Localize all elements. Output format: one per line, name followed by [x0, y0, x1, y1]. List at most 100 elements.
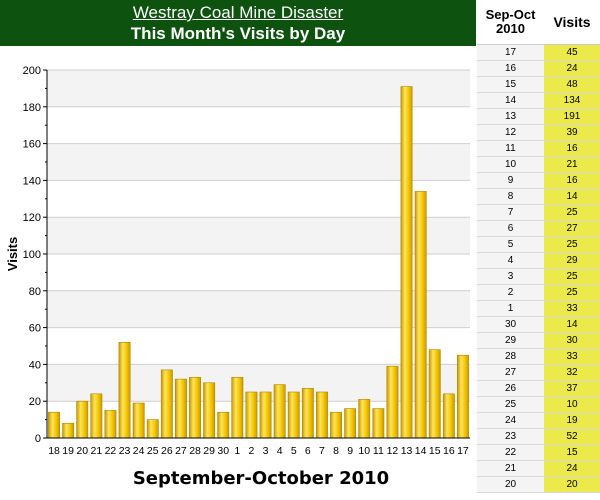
table-row: 3 25	[477, 269, 600, 285]
day-cell: 8	[477, 189, 544, 204]
site-title-link[interactable]: Westray Coal Mine Disaster	[132, 3, 344, 22]
x-tick-label: 25	[147, 445, 159, 457]
visits-cell: 25	[544, 269, 600, 284]
day-cell: 13	[477, 109, 544, 124]
table-row: 9 16	[477, 173, 600, 189]
day-cell: 4	[477, 253, 544, 268]
plot-band	[47, 290, 470, 328]
plot-band	[47, 180, 470, 218]
day-cell: 12	[477, 125, 544, 140]
y-tick-label: 80	[29, 286, 41, 298]
visits-cell: 14	[544, 317, 600, 332]
day-cell: 5	[477, 237, 544, 252]
table-row: 26 37	[477, 381, 600, 397]
plot-band	[47, 70, 470, 107]
x-tick-label: 5	[291, 445, 297, 457]
x-axis-label: September-October 2010	[133, 468, 389, 489]
bar	[259, 391, 272, 439]
table-row: 30 14	[477, 317, 600, 333]
bar	[217, 411, 230, 439]
bar	[400, 86, 413, 439]
day-cell: 25	[477, 397, 544, 412]
x-tick-label: 20	[76, 445, 88, 457]
table-row: 6 27	[477, 221, 600, 237]
bar	[428, 349, 441, 439]
table-row: 22 15	[477, 445, 600, 461]
bar	[175, 378, 187, 439]
x-tick-label: 4	[277, 445, 283, 457]
visits-cell: 21	[544, 157, 600, 172]
bar	[372, 408, 385, 439]
y-axis-label: Visits	[5, 237, 20, 271]
bar	[104, 410, 117, 439]
visits-column-header: Visits	[553, 14, 591, 30]
bar	[146, 419, 159, 439]
visits-cell: 48	[544, 77, 600, 92]
bar	[442, 393, 455, 439]
y-tick-label: 120	[23, 212, 41, 224]
x-tick-label: 7	[319, 445, 325, 457]
day-cell: 20	[477, 477, 544, 492]
visits-cell: 25	[544, 205, 600, 220]
table-row: 16 24	[477, 61, 600, 77]
bar	[273, 384, 286, 439]
x-tick-label: 10	[358, 445, 370, 457]
visits-cell: 25	[544, 285, 600, 300]
x-tick-label: 15	[429, 445, 441, 457]
x-tick-label: 28	[189, 445, 201, 457]
page-title: This Month's Visits by Day	[130, 24, 346, 43]
x-tick-label: 12	[387, 445, 399, 457]
bar	[160, 369, 173, 439]
day-cell: 23	[477, 429, 544, 444]
plot-band	[47, 143, 470, 181]
visits-cell: 16	[544, 173, 600, 188]
visits-cell: 25	[544, 237, 600, 252]
y-tick-label: 140	[23, 175, 41, 187]
visits-cell: 16	[544, 141, 600, 156]
bar	[301, 388, 314, 439]
bar	[189, 376, 201, 439]
table-row: 23 52	[477, 429, 600, 445]
y-tick-label: 0	[35, 433, 41, 445]
bar	[344, 408, 357, 439]
plot-band	[47, 364, 470, 402]
bar	[48, 411, 60, 439]
x-tick-label: 21	[91, 445, 103, 457]
day-cell: 22	[477, 445, 544, 460]
x-tick-label: 22	[105, 445, 117, 457]
visits-cell: 33	[544, 301, 600, 316]
visits-table: Sep-Oct 2010 Visits 17 45 16 24 15 48 14 134 13 1…	[477, 0, 600, 500]
table-row: 10 21	[477, 157, 600, 173]
bar	[245, 391, 258, 439]
bar	[330, 411, 342, 439]
visits-cell: 32	[544, 365, 600, 380]
day-cell: 28	[477, 349, 544, 364]
visits-cell: 191	[544, 109, 600, 124]
table-row: 11 16	[477, 141, 600, 157]
day-cell: 21	[477, 461, 544, 476]
y-tick-label: 200	[23, 65, 41, 77]
visits-cell: 19	[544, 413, 600, 428]
table-row: 27 32	[477, 365, 600, 381]
x-tick-label: 19	[62, 445, 74, 457]
x-tick-label: 16	[443, 445, 455, 457]
day-cell: 15	[477, 77, 544, 92]
page-header: Westray Coal Mine Disaster This Month's …	[0, 0, 476, 46]
table-row: 15 48	[477, 77, 600, 93]
x-tick-label: 3	[263, 445, 269, 457]
visits-cell: 20	[544, 477, 600, 492]
x-tick-label: 29	[203, 445, 215, 457]
bar	[386, 365, 399, 439]
bar	[118, 342, 131, 439]
bar	[76, 400, 89, 439]
x-tick-label: 2	[249, 445, 255, 457]
table-row: 29 30	[477, 333, 600, 349]
table-row: 7 25	[477, 205, 600, 221]
visits-cell: 52	[544, 429, 600, 444]
plot-band	[47, 217, 470, 254]
x-tick-label: 9	[347, 445, 353, 457]
table-row: 28 33	[477, 349, 600, 365]
day-cell: 26	[477, 381, 544, 396]
table-row: 8 14	[477, 189, 600, 205]
visits-cell: 24	[544, 61, 600, 76]
